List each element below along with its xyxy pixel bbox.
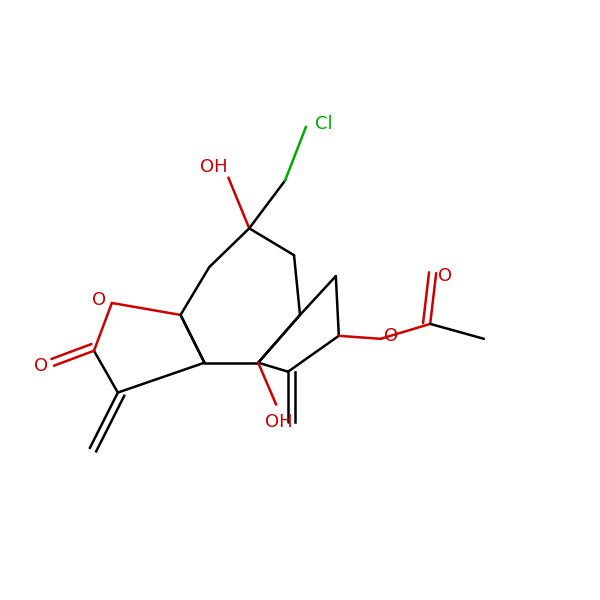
Text: O: O: [92, 291, 106, 309]
Text: O: O: [438, 267, 452, 285]
Text: O: O: [34, 356, 48, 374]
Text: OH: OH: [200, 158, 227, 176]
Text: O: O: [385, 327, 398, 345]
Text: Cl: Cl: [315, 115, 332, 133]
Text: OH: OH: [265, 413, 293, 431]
